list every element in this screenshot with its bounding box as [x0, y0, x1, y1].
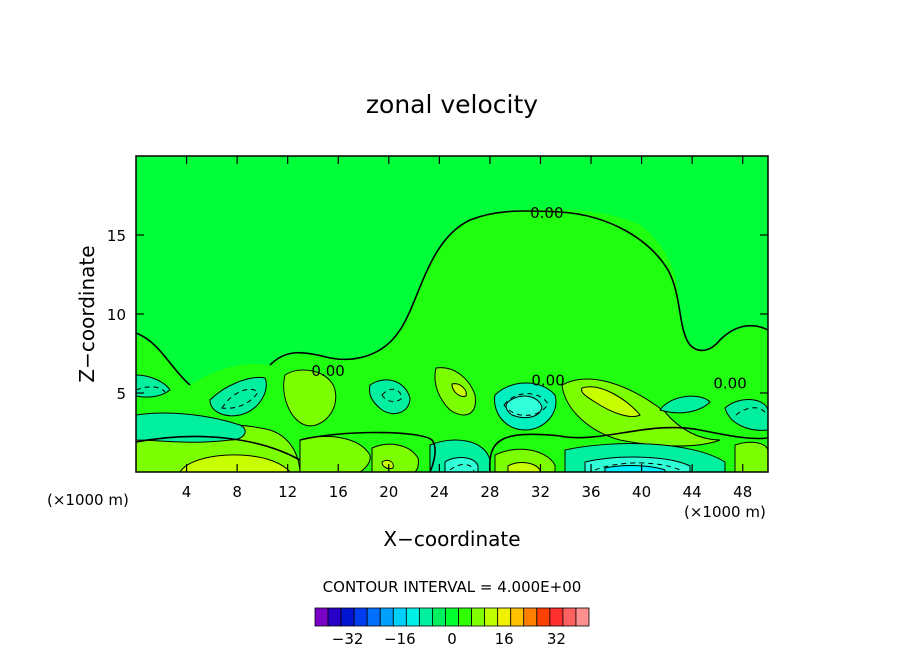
contour-label: 0.00	[311, 362, 344, 380]
x-tick-label: 32	[531, 483, 550, 501]
colorbar-swatch	[536, 607, 551, 627]
colorbar-swatch	[432, 607, 446, 627]
contour-label: 0.00	[531, 371, 564, 389]
colorbar-swatch	[458, 607, 472, 627]
colorbar-tick-label: −16	[384, 630, 416, 648]
x-tick-label: 36	[581, 483, 600, 501]
chart-title: zonal velocity	[366, 90, 538, 119]
colorbar-swatch	[405, 607, 420, 627]
colorbar: −32 −16 0 16 32	[314, 607, 590, 648]
colorbar-swatch	[510, 607, 525, 627]
contour-interval-label: CONTOUR INTERVAL = 4.000E+00	[323, 578, 582, 596]
x-tick-label: 28	[480, 483, 499, 501]
colorbar-swatch	[366, 607, 381, 627]
x-tick-label: 12	[278, 483, 297, 501]
x-tick-label: 24	[430, 483, 449, 501]
colorbar-swatch	[575, 607, 590, 627]
contour-label: 0.00	[530, 204, 563, 222]
contour-label: 0.00	[713, 375, 746, 393]
colorbar-tick-label: 16	[495, 630, 514, 648]
x-tick-label: 8	[232, 483, 242, 501]
negative-dashed-contours	[136, 386, 767, 472]
y-tick-label: 5	[116, 385, 126, 403]
x-unit-left: (×1000 m)	[47, 491, 129, 509]
colorbar-swatch	[471, 607, 486, 627]
colorbar-swatch	[340, 607, 355, 627]
contour-labels: 0.00 0.00 0.00 0.00	[311, 204, 746, 393]
x-tick-label: 4	[182, 483, 192, 501]
plot-area	[136, 156, 768, 472]
x-axis: 4 8 12 16 20 24 28 32 36 40 44 48	[182, 156, 752, 501]
x-tick-label: 44	[683, 483, 702, 501]
colorbar-swatch	[497, 607, 512, 627]
x-tick-label: 16	[329, 483, 348, 501]
x-unit-right: (×1000 m)	[684, 503, 766, 521]
zero-contour-lower	[136, 426, 768, 472]
colorbar-swatch	[445, 607, 459, 627]
y-tick-label: 10	[107, 306, 126, 324]
y-axis: 5 10 15	[107, 227, 768, 403]
zero-contour-left	[136, 329, 401, 386]
lower-structure	[136, 367, 768, 472]
colorbar-swatch	[484, 607, 499, 627]
colorbar-swatch	[392, 607, 407, 627]
x-axis-label: X−coordinate	[383, 527, 520, 551]
colorbar-swatch	[523, 607, 538, 627]
colorbar-swatch	[314, 607, 329, 627]
colorbar-swatch	[418, 607, 433, 627]
zero-contour-upper	[399, 210, 768, 352]
colorbar-tick-label: 0	[447, 630, 457, 648]
y-tick-label: 15	[107, 227, 126, 245]
x-tick-label: 40	[632, 483, 651, 501]
y-axis-label: Z−coordinate	[75, 245, 99, 382]
colorbar-swatch	[379, 607, 394, 627]
x-tick-label: 20	[379, 483, 398, 501]
colorbar-tick-label: 32	[547, 630, 566, 648]
x-tick-label: 48	[733, 483, 752, 501]
colorbar-swatch	[549, 607, 564, 627]
colorbar-tick-label: −32	[332, 630, 364, 648]
colorbar-swatch	[327, 607, 342, 627]
colorbar-swatch	[562, 607, 577, 627]
colorbar-swatch	[353, 607, 368, 627]
